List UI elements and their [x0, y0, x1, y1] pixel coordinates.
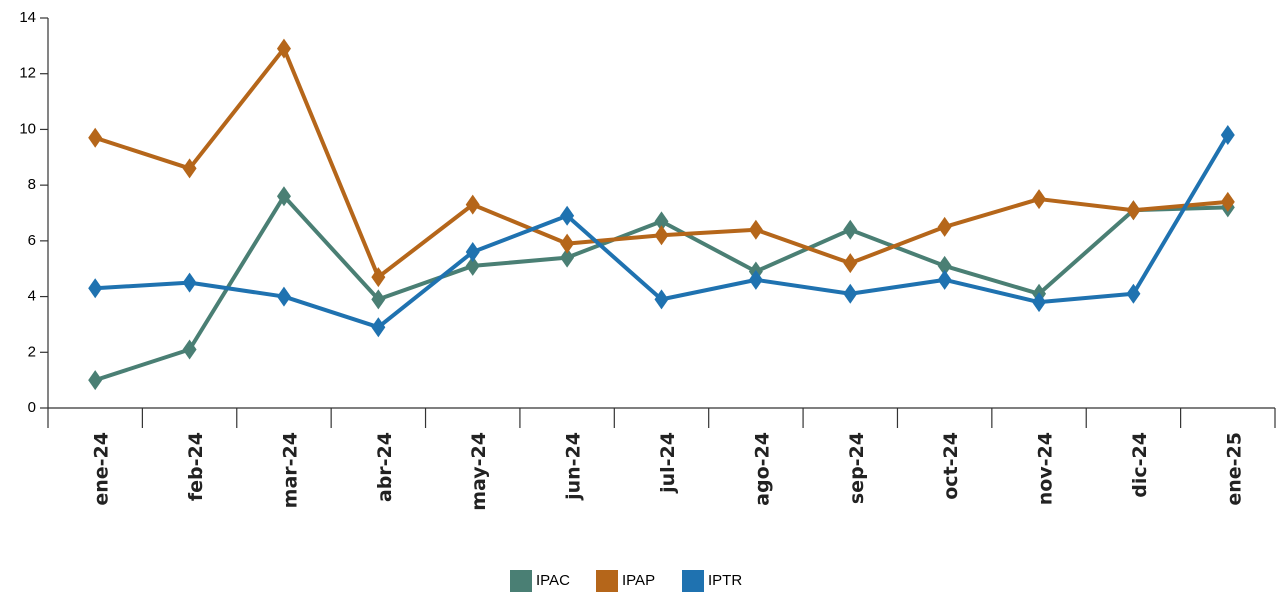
data-point [1032, 292, 1047, 313]
data-point [88, 278, 103, 299]
data-point [465, 242, 480, 262]
x-tick-label: jun-24 [563, 432, 585, 501]
data-point [843, 219, 858, 240]
x-tick-label: nov-24 [1035, 432, 1057, 505]
x-tick-label: ene-25 [1223, 432, 1245, 506]
data-point [748, 269, 763, 290]
x-tick-label: feb-24 [185, 432, 207, 501]
data-point [88, 127, 103, 148]
data-point [937, 269, 952, 290]
data-point [748, 219, 763, 240]
data-point [843, 283, 858, 304]
data-point [1126, 200, 1141, 221]
data-point [654, 289, 669, 310]
x-tick-label: oct-24 [940, 432, 962, 500]
data-point [465, 194, 480, 215]
data-point [937, 255, 952, 276]
y-tick-label: 10 [19, 120, 36, 137]
data-point [371, 289, 386, 310]
legend-label: IPAP [622, 572, 655, 589]
x-tick-label: jul-24 [657, 432, 679, 494]
legend-swatch [510, 570, 532, 592]
data-point [276, 38, 291, 59]
legend-label: IPTR [708, 572, 742, 589]
data-point [560, 205, 575, 226]
data-point [1032, 189, 1047, 210]
y-tick-label: 12 [19, 65, 36, 82]
y-tick-label: 6 [28, 232, 36, 249]
x-tick-label: dic-24 [1129, 432, 1151, 498]
data-point [1126, 283, 1141, 304]
x-tick-label: mar-24 [279, 432, 301, 508]
data-point [88, 370, 103, 391]
legend-swatch [682, 570, 704, 592]
x-tick-label: ene-24 [91, 432, 113, 506]
data-point [276, 186, 291, 207]
y-tick-label: 0 [28, 399, 36, 416]
data-point [937, 216, 952, 237]
y-tick-label: 2 [28, 343, 36, 360]
data-point [560, 247, 575, 268]
data-point [1220, 191, 1235, 212]
y-tick-label: 14 [19, 9, 36, 26]
y-tick-label: 8 [28, 176, 36, 193]
data-point [276, 286, 291, 307]
data-point [465, 255, 480, 276]
data-point [843, 253, 858, 274]
data-point [182, 158, 197, 179]
data-point [654, 211, 669, 232]
data-point [1220, 125, 1235, 145]
legend-swatch [596, 570, 618, 592]
data-point [560, 233, 575, 254]
x-tick-label: abr-24 [374, 432, 396, 502]
x-tick-label: ago-24 [751, 432, 773, 506]
data-point [654, 225, 669, 246]
x-tick-label: may-24 [468, 432, 490, 511]
data-point [371, 267, 386, 288]
data-point [182, 272, 197, 293]
legend-label: IPAC [536, 572, 570, 589]
data-point [371, 317, 386, 338]
x-tick-label: sep-24 [846, 432, 868, 504]
data-point [182, 339, 197, 360]
y-tick-label: 4 [28, 288, 36, 305]
